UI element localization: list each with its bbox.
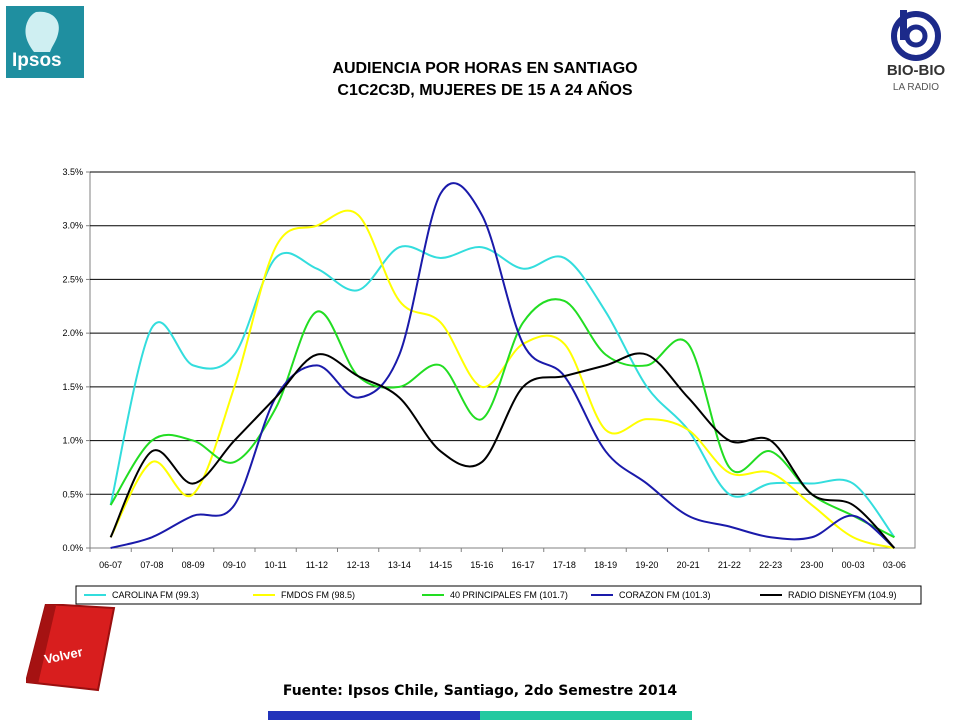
footer-bar-blue (268, 711, 480, 720)
x-tick-label: 07-08 (140, 560, 163, 570)
chart-title-line1: AUDIENCIA POR HORAS EN SANTIAGO (332, 60, 638, 77)
ipsos-logo-text: Ipsos (12, 50, 62, 71)
chart-title-line2: C1C2C3D, MUJERES DE 15 A 24 AÑOS (337, 82, 633, 99)
legend-label: RADIO DISNEYFM (104.9) (788, 590, 897, 600)
biobio-logo-name: BIO-BIO (886, 62, 946, 79)
biobio-logo-sub: LA RADIO (892, 82, 940, 93)
x-tick-label: 13-14 (388, 560, 411, 570)
ipsos-face-icon (25, 11, 59, 52)
y-tick-label: 0.5% (62, 489, 83, 499)
x-tick-label: 12-13 (347, 560, 370, 570)
y-tick-label: 2.5% (62, 274, 83, 284)
series-line-3 (109, 298, 895, 539)
x-tick-label: 16-17 (512, 560, 535, 570)
biobio-emblem-icon (891, 10, 941, 61)
source-note: Fuente: Ipsos Chile, Santiago, 2do Semes… (282, 683, 678, 699)
x-tick-label: 17-18 (553, 560, 576, 570)
legend-label: CORAZON FM (101.3) (619, 590, 711, 600)
x-tick-label: 18-19 (594, 560, 617, 570)
legend-label: CAROLINA FM (99.3) (112, 590, 199, 600)
legend-label: 40 PRINCIPALES FM (101.7) (450, 590, 568, 600)
plot-frame (89, 171, 916, 549)
x-tick-label: 21-22 (718, 560, 741, 570)
x-tick-label: 15-16 (470, 560, 493, 570)
series-line-4 (110, 182, 896, 549)
series-line-1 (109, 245, 896, 538)
x-tick-label: 08-09 (182, 560, 205, 570)
series-line-5 (109, 352, 896, 549)
y-tick-label: 2.0% (62, 328, 83, 338)
x-tick-label: 22-23 (759, 560, 782, 570)
y-tick-label: 3.5% (62, 167, 83, 177)
x-tick-label: 06-07 (99, 560, 122, 570)
chart-title: AUDIENCIA POR HORAS EN SANTIAGO C1C2C3D,… (200, 58, 770, 102)
line-chart: 0.0% 0.5% 1.0% 1.5% 2.0% 2.5% 3.0% 3.5% 06-07 07-… (62, 167, 922, 605)
y-tick-label: 1.0% (62, 436, 83, 446)
x-tick-label: 03-06 (883, 560, 906, 570)
x-tick-label: 10-11 (264, 560, 286, 570)
volver-button[interactable]: Volver (26, 604, 116, 694)
volver-arrow-icon (26, 604, 116, 692)
legend-box (75, 585, 922, 605)
y-tick-label: 3.0% (62, 221, 83, 231)
y-tick-label: 0.0% (62, 543, 83, 553)
legend-label: FMDOS FM (98.5) (281, 590, 355, 600)
x-tick-label: 00-03 (842, 560, 865, 570)
footer-bar-teal (480, 711, 692, 720)
x-tick-label: 19-20 (635, 560, 658, 570)
x-tick-label: 23-00 (800, 560, 823, 570)
biobio-logo: BIO-BIO LA RADIO (880, 8, 952, 104)
series-line-2 (109, 209, 895, 549)
y-tick-label: 1.5% (62, 382, 83, 392)
x-tick-label: 11-12 (306, 560, 328, 570)
x-tick-label: 20-21 (677, 560, 700, 570)
ipsos-logo: Ipsos (6, 6, 84, 78)
x-tick-label: 09-10 (223, 560, 246, 570)
x-tick-label: 14-15 (429, 560, 452, 570)
